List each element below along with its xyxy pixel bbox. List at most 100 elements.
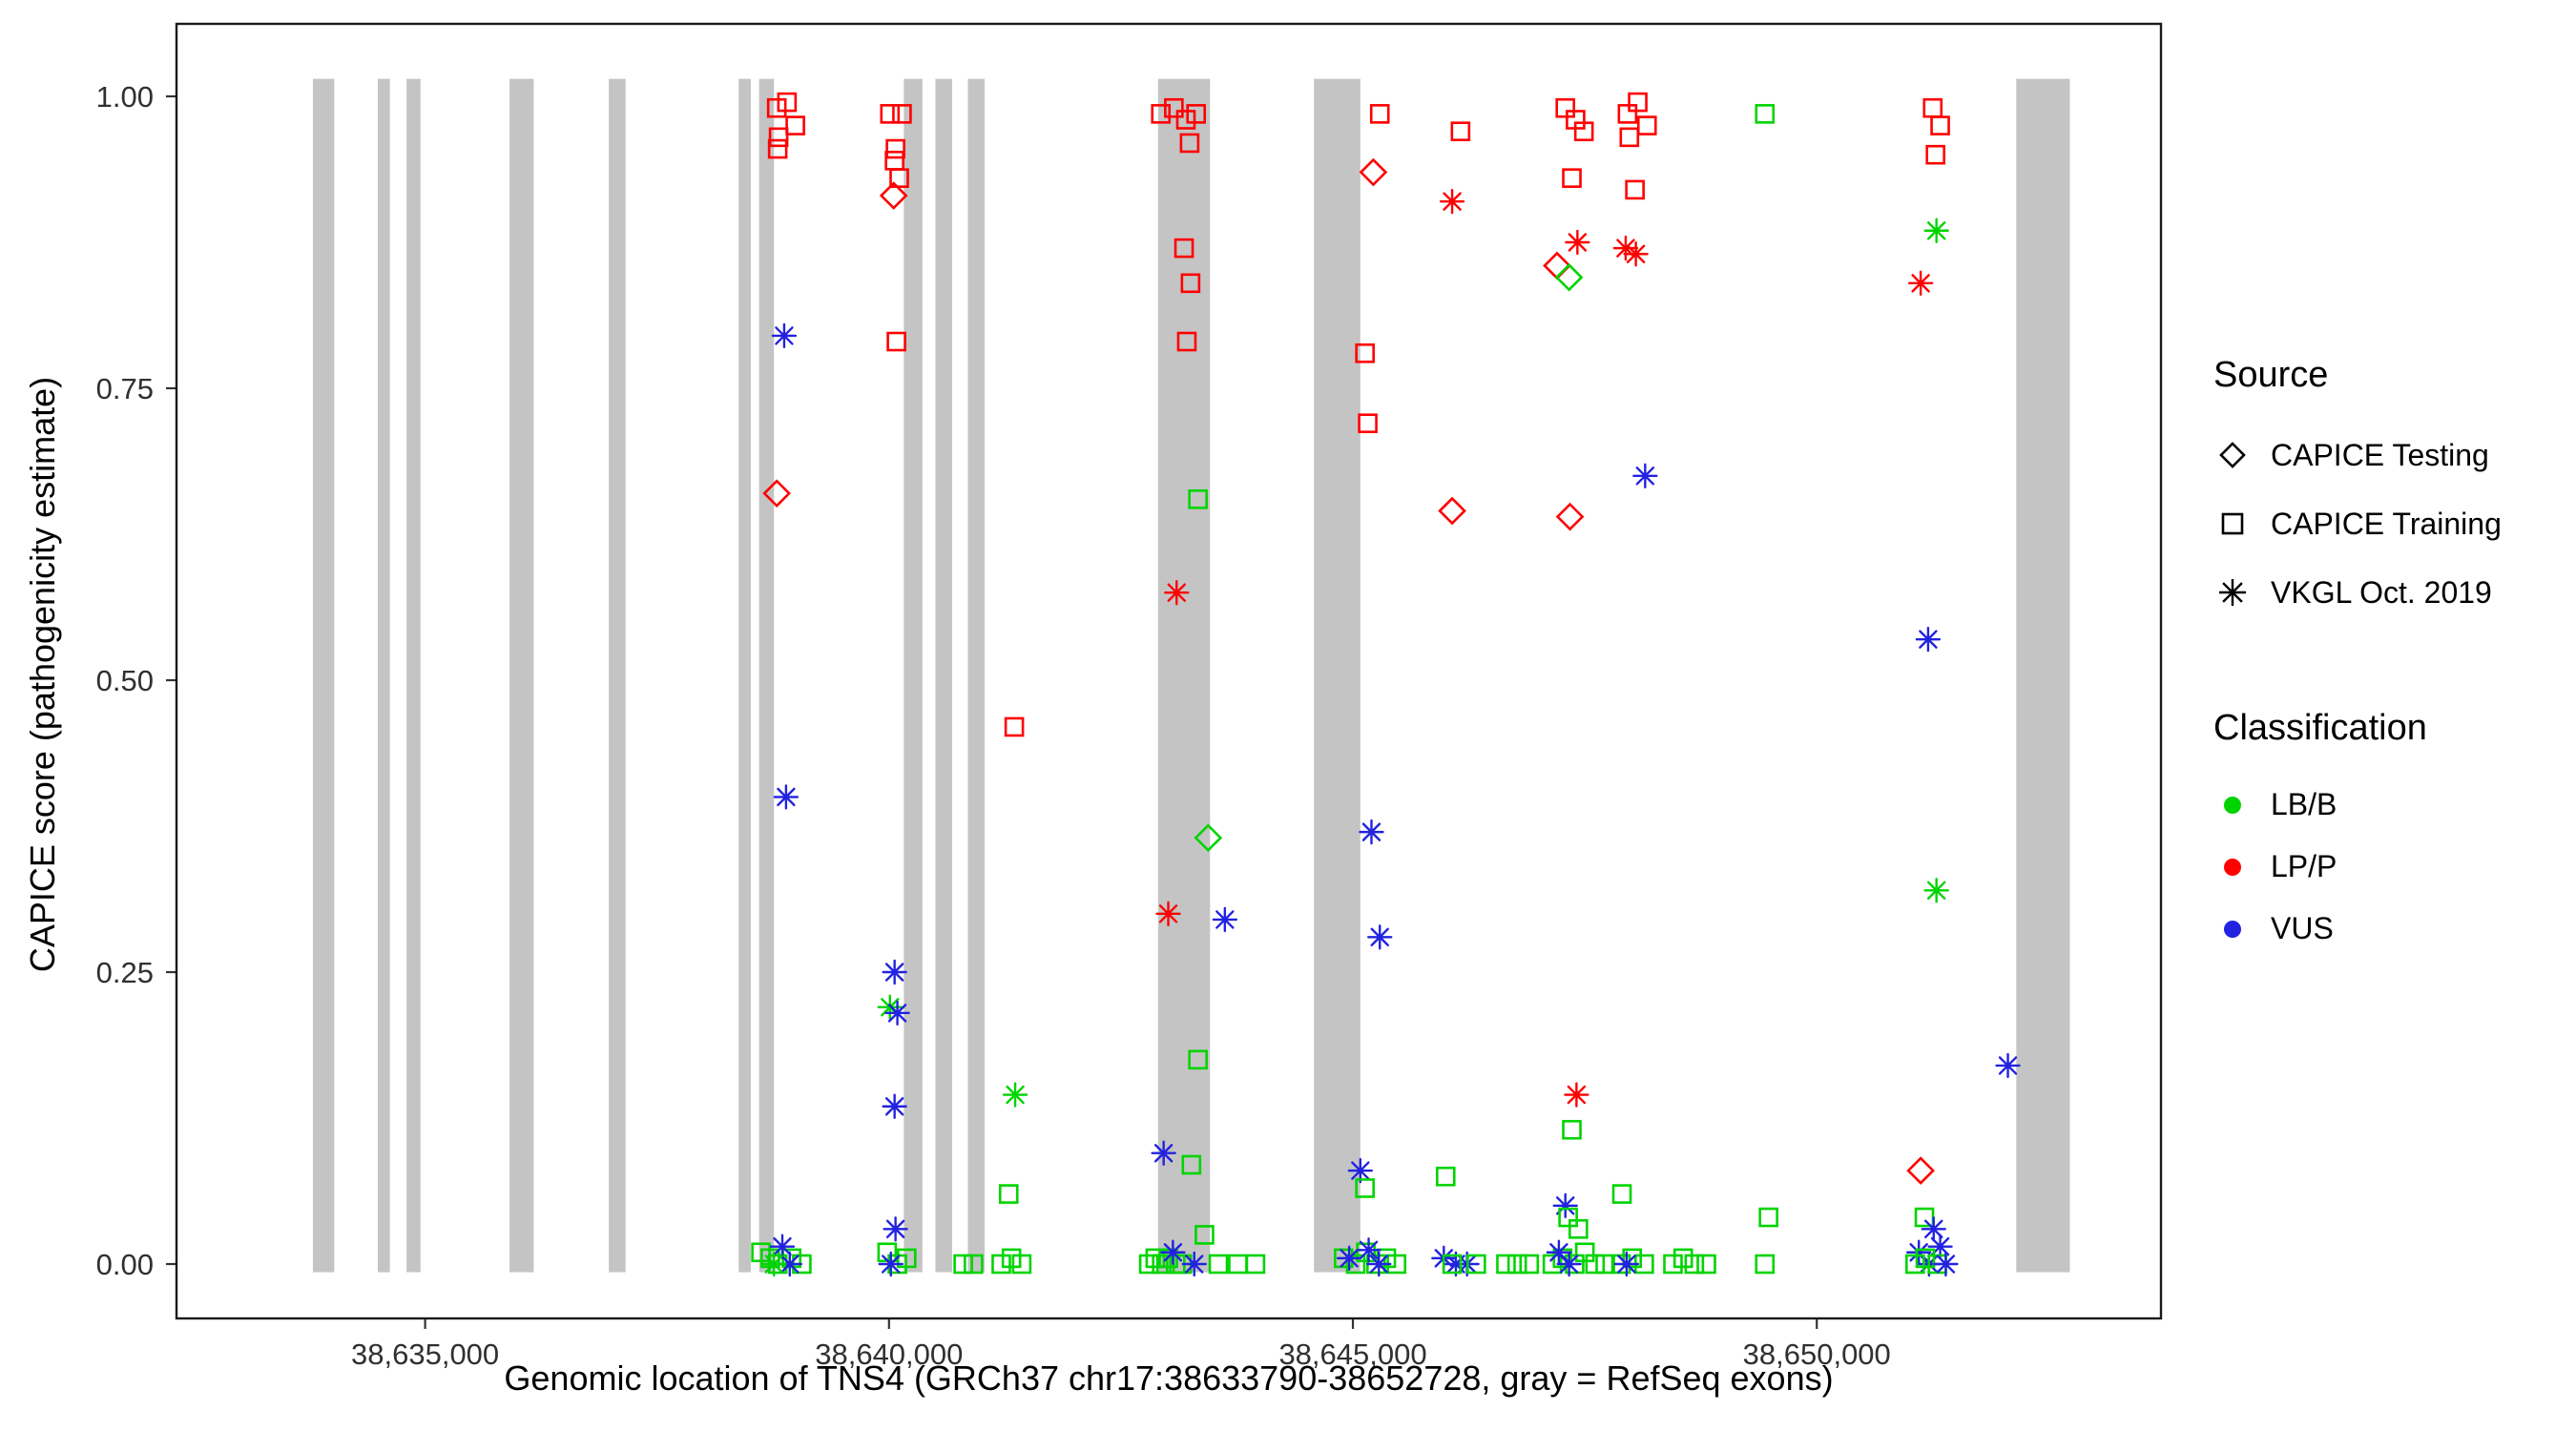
data-point <box>1438 496 1466 526</box>
data-point <box>1564 1082 1589 1108</box>
data-point <box>1568 1218 1589 1239</box>
data-point <box>1450 121 1471 142</box>
data-point <box>1663 1254 1683 1275</box>
asterisk-icon <box>2219 579 2246 606</box>
data-point <box>1195 1225 1215 1245</box>
data-point <box>1519 1254 1540 1275</box>
data-point <box>1921 1216 1946 1242</box>
data-point <box>1617 104 1638 124</box>
data-point <box>768 127 789 148</box>
data-point <box>1186 104 1206 124</box>
legend-item-lpp: LP/P <box>2213 836 2427 898</box>
data-point <box>1001 1248 1022 1269</box>
data-point <box>1755 1254 1776 1275</box>
data-point <box>1155 901 1181 926</box>
exon-bands <box>312 78 2070 1273</box>
data-point <box>1208 1254 1229 1275</box>
data-point <box>1245 1254 1266 1275</box>
exon-band <box>378 78 390 1273</box>
exon-band <box>509 78 534 1273</box>
data-point <box>877 1242 898 1263</box>
data-point <box>1175 110 1196 130</box>
data-point <box>1435 1166 1456 1187</box>
legend-item-vkgl: VKGL Oct. 2019 <box>2213 558 2502 627</box>
data-point <box>1359 157 1388 187</box>
data-point <box>1546 1239 1572 1265</box>
data-point <box>1506 1254 1527 1275</box>
data-point <box>1573 121 1594 142</box>
data-point <box>785 115 805 135</box>
data-point <box>886 331 906 352</box>
legend-item-capice-testing: CAPICE Testing <box>2213 421 2502 489</box>
x-tick-label: 38,645,000 <box>1278 1338 1426 1371</box>
data-point <box>1179 133 1200 154</box>
data-point <box>1595 1254 1615 1275</box>
data-point <box>1369 104 1390 124</box>
data-point <box>1345 1254 1366 1275</box>
data-point <box>1358 413 1378 434</box>
data-point <box>1636 115 1657 135</box>
y-tick-label: 0.50 <box>96 664 154 697</box>
exon-band <box>312 78 335 1273</box>
data-point <box>1356 1237 1381 1263</box>
data-point <box>1442 1254 1463 1275</box>
data-points <box>751 92 2021 1277</box>
data-point <box>1555 502 1585 531</box>
data-point <box>1181 1251 1207 1277</box>
data-point <box>1625 179 1645 200</box>
data-point <box>1632 463 1658 488</box>
x-tick-label: 38,635,000 <box>351 1338 499 1371</box>
data-point <box>1574 1242 1595 1263</box>
data-point <box>1622 1248 1643 1269</box>
data-point <box>953 1254 973 1275</box>
data-point <box>1906 1239 1932 1265</box>
data-point <box>1915 626 1942 653</box>
data-point <box>1164 580 1190 606</box>
data-point <box>1923 218 1949 243</box>
data-point <box>1151 1140 1176 1166</box>
data-point <box>1228 1254 1248 1275</box>
data-point <box>1613 1251 1640 1277</box>
data-point <box>1612 235 1639 261</box>
data-point <box>882 1093 907 1119</box>
x-axis-title: Genomic location of TNS4 (GRCh37 chr17:3… <box>504 1358 1834 1398</box>
data-point <box>889 168 909 188</box>
data-point <box>991 1254 1011 1275</box>
data-point <box>761 1251 787 1277</box>
data-point <box>1907 270 1934 297</box>
data-point <box>1188 1049 1208 1070</box>
data-point <box>1188 488 1208 509</box>
data-point <box>1011 1254 1032 1275</box>
data-point <box>767 138 788 159</box>
data-point <box>964 1254 984 1275</box>
data-point <box>1164 97 1184 118</box>
data-point <box>1555 97 1576 118</box>
legend-label-vkgl: VKGL Oct. 2019 <box>2271 574 2492 610</box>
data-point <box>1336 1245 1362 1272</box>
legend-source: Source CAPICE Testing CAPICE Training VK… <box>2213 355 2502 627</box>
data-point <box>1611 1184 1632 1204</box>
data-point <box>1138 1254 1159 1275</box>
data-point <box>766 97 787 118</box>
data-point <box>1212 906 1238 933</box>
data-point <box>1556 1251 1582 1277</box>
exon-band <box>1157 78 1211 1273</box>
data-point <box>1160 1239 1186 1265</box>
data-point <box>777 92 798 113</box>
data-point <box>1356 1242 1376 1263</box>
data-point <box>1347 1157 1373 1184</box>
exon-band <box>609 78 626 1273</box>
data-point <box>1672 1248 1693 1269</box>
data-point <box>882 959 907 985</box>
exon-band <box>738 78 751 1273</box>
data-point <box>1585 1254 1606 1275</box>
legend-source-title: Source <box>2213 355 2329 395</box>
exon-band <box>967 78 985 1273</box>
data-point <box>884 1000 910 1027</box>
y-tick-label: 0.25 <box>96 956 154 989</box>
data-point <box>1355 1178 1375 1198</box>
data-point <box>1176 331 1197 352</box>
data-point <box>1181 1154 1202 1175</box>
data-point <box>1180 273 1201 294</box>
y-tick-label: 0.75 <box>96 372 154 405</box>
